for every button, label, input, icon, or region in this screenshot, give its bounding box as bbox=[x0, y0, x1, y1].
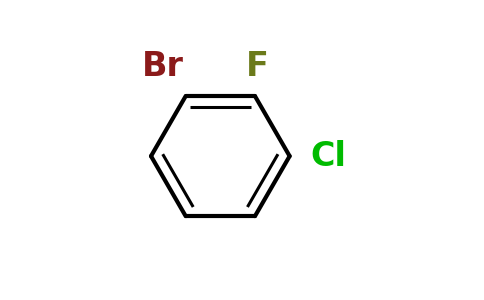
Text: Br: Br bbox=[142, 50, 183, 82]
Text: Cl: Cl bbox=[310, 140, 346, 172]
Text: F: F bbox=[246, 50, 269, 82]
